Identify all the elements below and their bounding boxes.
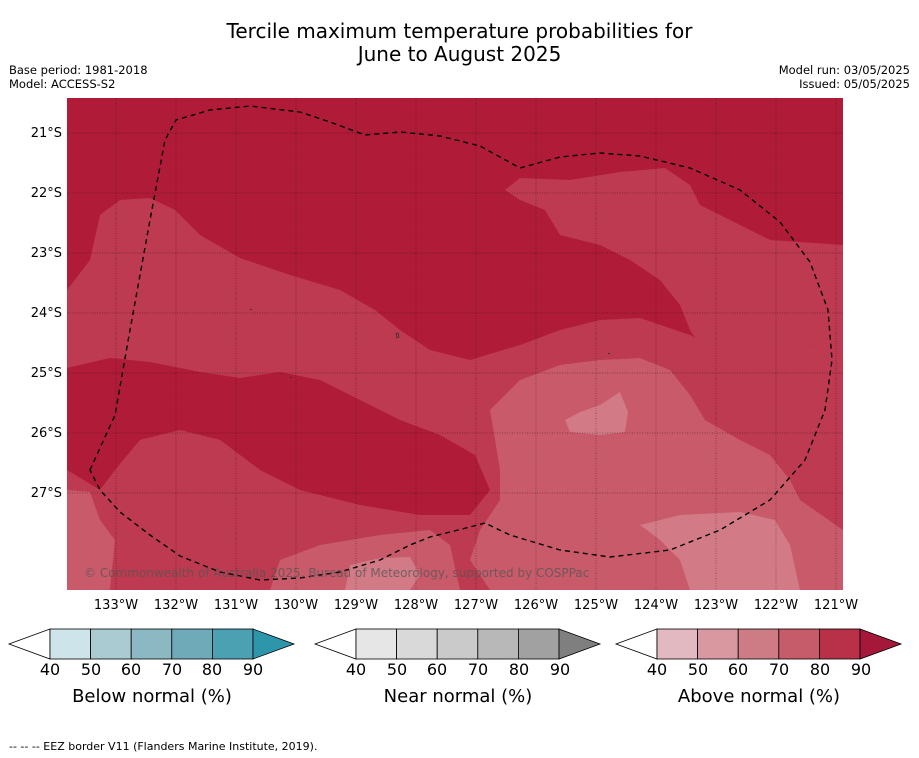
contour-southwest — [67, 430, 270, 570]
colorbar-segment — [697, 628, 739, 660]
copyright-notice: © Commonwealth of Australia 2025, Bureau… — [84, 566, 590, 580]
colorbar-segment — [477, 628, 519, 660]
lon-label: 129°W — [333, 598, 379, 613]
colorbar-tick: 90 — [850, 660, 872, 679]
map-title: Tercile maximum temperature probabilitie… — [0, 20, 919, 66]
colorbar-tick: 50 — [386, 660, 408, 679]
colorbar-segment — [819, 628, 861, 660]
colorbar-over-triangle — [252, 628, 296, 660]
title-line-1: Tercile maximum temperature probabilitie… — [226, 19, 693, 43]
colorbar-tick: 50 — [80, 660, 102, 679]
colorbar-segment — [518, 628, 560, 660]
colorbar-segment — [396, 628, 438, 660]
contour-northeast-arm — [505, 168, 843, 368]
lat-label: 23°S — [30, 246, 62, 261]
lat-label: 24°S — [30, 306, 62, 321]
colorbar-tick: 80 — [809, 660, 831, 679]
issued-date: Issued: 05/05/2025 — [799, 77, 910, 91]
eez-legend-note: -- -- -- EEZ border V11 (Flanders Marine… — [9, 740, 318, 753]
colorbar-tick: 60 — [120, 660, 142, 679]
lon-label: 127°W — [453, 598, 499, 613]
colorbar-near-normal — [313, 628, 602, 660]
colorbar-segment — [737, 628, 780, 660]
colorbar-under-triangle — [313, 628, 357, 660]
colorbar-segment — [656, 628, 698, 660]
lon-label: 125°W — [573, 598, 619, 613]
colorbar-tick: 70 — [467, 660, 489, 679]
model-name: Model: ACCESS-S2 — [9, 77, 116, 91]
lon-label: 128°W — [393, 598, 439, 613]
model-run: Model run: 03/05/2025 — [778, 63, 910, 77]
colorbar-tick: 70 — [768, 660, 790, 679]
colorbar-tick: 40 — [646, 660, 668, 679]
colorbar-below-normal — [7, 628, 296, 660]
colorbar-under-triangle — [614, 628, 658, 660]
lat-label: 25°S — [30, 366, 62, 381]
contour-light-southeast — [640, 512, 800, 590]
colorbar-segment — [778, 628, 820, 660]
colorbar-tick: 80 — [508, 660, 530, 679]
colorbar-title-near: Near normal (%) — [383, 686, 533, 707]
colorbar-segment — [171, 628, 213, 660]
colorbar-tick: 70 — [161, 660, 183, 679]
title-line-2: June to August 2025 — [357, 42, 562, 66]
colorbar-segment — [211, 628, 254, 660]
base-period: Base period: 1981-2018 — [9, 63, 148, 77]
colorbar-segment — [49, 628, 91, 660]
island-marker — [250, 309, 252, 310]
colorbar-tick: 40 — [39, 660, 61, 679]
colorbar-tick: 80 — [201, 660, 223, 679]
lon-label: 123°W — [693, 598, 739, 613]
island-marker — [608, 353, 610, 354]
colorbar-tick: 60 — [426, 660, 448, 679]
lat-label: 22°S — [30, 186, 62, 201]
colorbar-tick: 60 — [727, 660, 749, 679]
contour-lightest-center — [565, 392, 628, 435]
lon-label: 122°W — [753, 598, 799, 613]
lat-label: 27°S — [30, 486, 62, 501]
island-marker — [395, 332, 400, 339]
colorbar-tick: 40 — [345, 660, 367, 679]
lon-label: 131°W — [213, 598, 259, 613]
contour-dark-tongue — [67, 358, 490, 515]
colorbar-title-below: Below normal (%) — [72, 686, 232, 707]
colorbars — [7, 628, 903, 660]
colorbar-segment — [355, 628, 397, 660]
lon-label: 133°W — [93, 598, 139, 613]
lon-label: 132°W — [153, 598, 199, 613]
lon-label: 121°W — [813, 598, 859, 613]
colorbar-above-normal — [614, 628, 903, 660]
run-info: Model run: 03/05/2025 Issued: 05/05/2025 — [779, 63, 910, 91]
lat-label: 26°S — [30, 426, 62, 441]
colorbar-segment — [436, 628, 479, 660]
lon-label: 130°W — [273, 598, 319, 613]
colorbar-over-triangle — [859, 628, 903, 660]
colorbar-under-triangle — [7, 628, 51, 660]
colorbar-segment — [130, 628, 173, 660]
colorbar-title-above: Above normal (%) — [677, 686, 841, 707]
colorbar-tick: 90 — [242, 660, 264, 679]
graticule — [67, 98, 843, 590]
colorbar-segment — [90, 628, 132, 660]
colorbar-tick: 90 — [549, 660, 571, 679]
colorbar-over-triangle — [558, 628, 602, 660]
base-info: Base period: 1981-2018 Model: ACCESS-S2 — [9, 63, 148, 91]
lon-label: 124°W — [633, 598, 679, 613]
contour-west-light — [67, 490, 115, 590]
island-marker — [290, 377, 292, 378]
lon-label: 126°W — [513, 598, 559, 613]
colorbar-tick: 50 — [687, 660, 709, 679]
eez-border — [89, 105, 833, 581]
lat-label: 21°S — [30, 126, 62, 141]
